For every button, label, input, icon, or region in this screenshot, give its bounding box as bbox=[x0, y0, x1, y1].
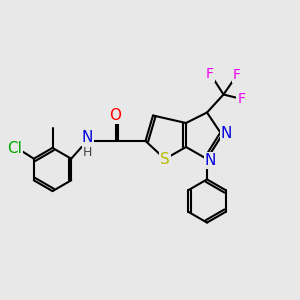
Text: O: O bbox=[110, 108, 122, 123]
Text: Cl: Cl bbox=[7, 141, 22, 156]
Text: F: F bbox=[233, 68, 241, 82]
Text: H: H bbox=[83, 146, 92, 159]
Text: N: N bbox=[81, 130, 93, 145]
Text: S: S bbox=[160, 152, 170, 166]
Text: F: F bbox=[238, 92, 245, 106]
Text: N: N bbox=[221, 126, 232, 141]
Text: F: F bbox=[206, 67, 214, 80]
Text: N: N bbox=[205, 153, 216, 168]
